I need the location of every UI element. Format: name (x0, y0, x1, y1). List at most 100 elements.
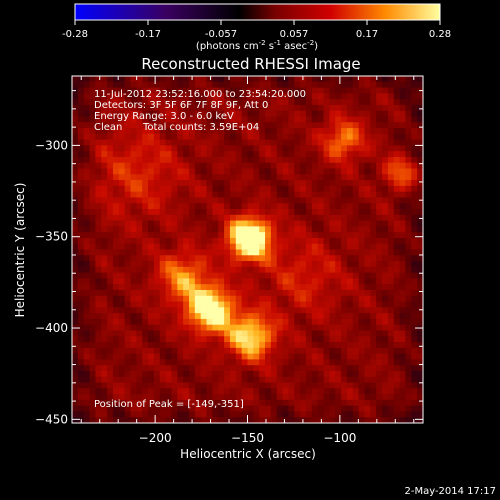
heatmap-cell (118, 139, 126, 146)
heatmap-cell (376, 156, 383, 164)
heatmap-cell (276, 353, 283, 360)
heatmap-cell (241, 226, 248, 233)
heatmap-cell (282, 110, 289, 117)
heatmap-cell (101, 87, 108, 94)
heatmap-cell (393, 191, 400, 198)
heatmap-cell (224, 359, 231, 366)
heatmap-cell (189, 370, 196, 378)
heatmap-cell (165, 214, 172, 221)
heatmap-cell (335, 93, 342, 100)
heatmap-cell (335, 122, 342, 129)
heatmap-cell (189, 278, 196, 285)
heatmap-cell (317, 284, 324, 291)
heatmap-cell (212, 197, 219, 204)
heatmap-cell (306, 295, 313, 302)
heatmap-cell (341, 81, 348, 88)
heatmap-cell (124, 122, 131, 129)
heatmap-cell (130, 301, 137, 308)
heatmap-cell (259, 76, 266, 83)
heatmap-cell (259, 417, 266, 424)
heatmap-cell (387, 197, 395, 204)
heatmap-cell (270, 289, 278, 297)
heatmap-cell (241, 411, 248, 418)
heatmap-cell (148, 139, 155, 146)
heatmap-cell (382, 128, 389, 135)
heatmap-cell (112, 180, 120, 187)
heatmap-cell (317, 376, 324, 383)
heatmap-cell (253, 99, 260, 106)
heatmap-cell (259, 87, 266, 94)
heatmap-cell (352, 255, 360, 262)
heatmap-cell (382, 376, 389, 383)
heatmap-cell (335, 162, 342, 169)
heatmap-cell (405, 168, 412, 175)
heatmap-cell (224, 324, 231, 331)
heatmap-cell (411, 243, 418, 250)
heatmap-cell (142, 93, 149, 100)
heatmap-cell (399, 324, 406, 331)
heatmap-cell (411, 214, 418, 221)
heatmap-cell (206, 295, 213, 302)
heatmap-cell (358, 289, 365, 297)
heatmap-cell (124, 81, 131, 88)
heatmap-cell (259, 266, 266, 274)
heatmap-cell (212, 209, 219, 216)
heatmap-cell (159, 214, 166, 221)
heatmap-cell (189, 99, 196, 106)
heatmap-cell (83, 168, 90, 175)
heatmap-cell (235, 301, 243, 308)
heatmap-cell (206, 388, 213, 395)
heatmap-cell (276, 76, 283, 83)
heatmap-cell (159, 110, 166, 117)
heatmap-cell (311, 324, 319, 331)
heatmap-cell (417, 168, 424, 175)
heatmap-cell (77, 214, 85, 221)
heatmap-cell (218, 272, 225, 279)
heatmap-cell (253, 243, 260, 250)
heatmap-cell (118, 122, 126, 129)
heatmap-cell (148, 232, 155, 239)
heatmap-cell (183, 272, 190, 279)
heatmap-cell (77, 116, 85, 123)
heatmap-cell (364, 162, 371, 169)
heatmap-cell (282, 301, 289, 308)
heatmap-cell (112, 214, 120, 221)
heatmap-cell (376, 388, 383, 395)
heatmap-cell (247, 388, 254, 395)
heatmap-cell (399, 289, 406, 297)
heatmap-cell (206, 185, 213, 193)
heatmap-cell (311, 301, 319, 308)
heatmap-cell (95, 110, 102, 117)
heatmap-cell (95, 99, 102, 106)
heatmap-cell (124, 382, 131, 389)
heatmap-cell (200, 191, 207, 198)
heatmap-cell (206, 232, 213, 239)
heatmap-cell (130, 266, 137, 274)
heatmap-cell (306, 342, 313, 349)
heatmap-cell (183, 295, 190, 302)
heatmap-cell (399, 359, 406, 366)
heatmap-cell (270, 405, 278, 412)
heatmap-cell (282, 81, 289, 88)
heatmap-cell (72, 128, 79, 135)
heatmap-cell (259, 370, 266, 378)
heatmap-cell (200, 185, 207, 193)
heatmap-cell (118, 330, 126, 337)
heatmap-cell (341, 359, 348, 366)
heatmap-cell (112, 365, 120, 372)
heatmap-cell (153, 162, 161, 169)
heatmap-cell (159, 388, 166, 395)
heatmap-cell (335, 266, 342, 274)
heatmap-cell (364, 197, 371, 204)
heatmap-cell (124, 278, 131, 285)
heatmap-cell (247, 249, 254, 256)
heatmap-cell (101, 232, 108, 239)
heatmap-cell (107, 156, 114, 164)
heatmap-cell (306, 220, 313, 227)
heatmap-cell (107, 93, 114, 100)
heatmap-cell (171, 203, 178, 210)
heatmap-cell (171, 243, 178, 250)
heatmap-cell (72, 249, 79, 256)
heatmap-cell (183, 388, 190, 395)
heatmap-cell (288, 99, 295, 106)
